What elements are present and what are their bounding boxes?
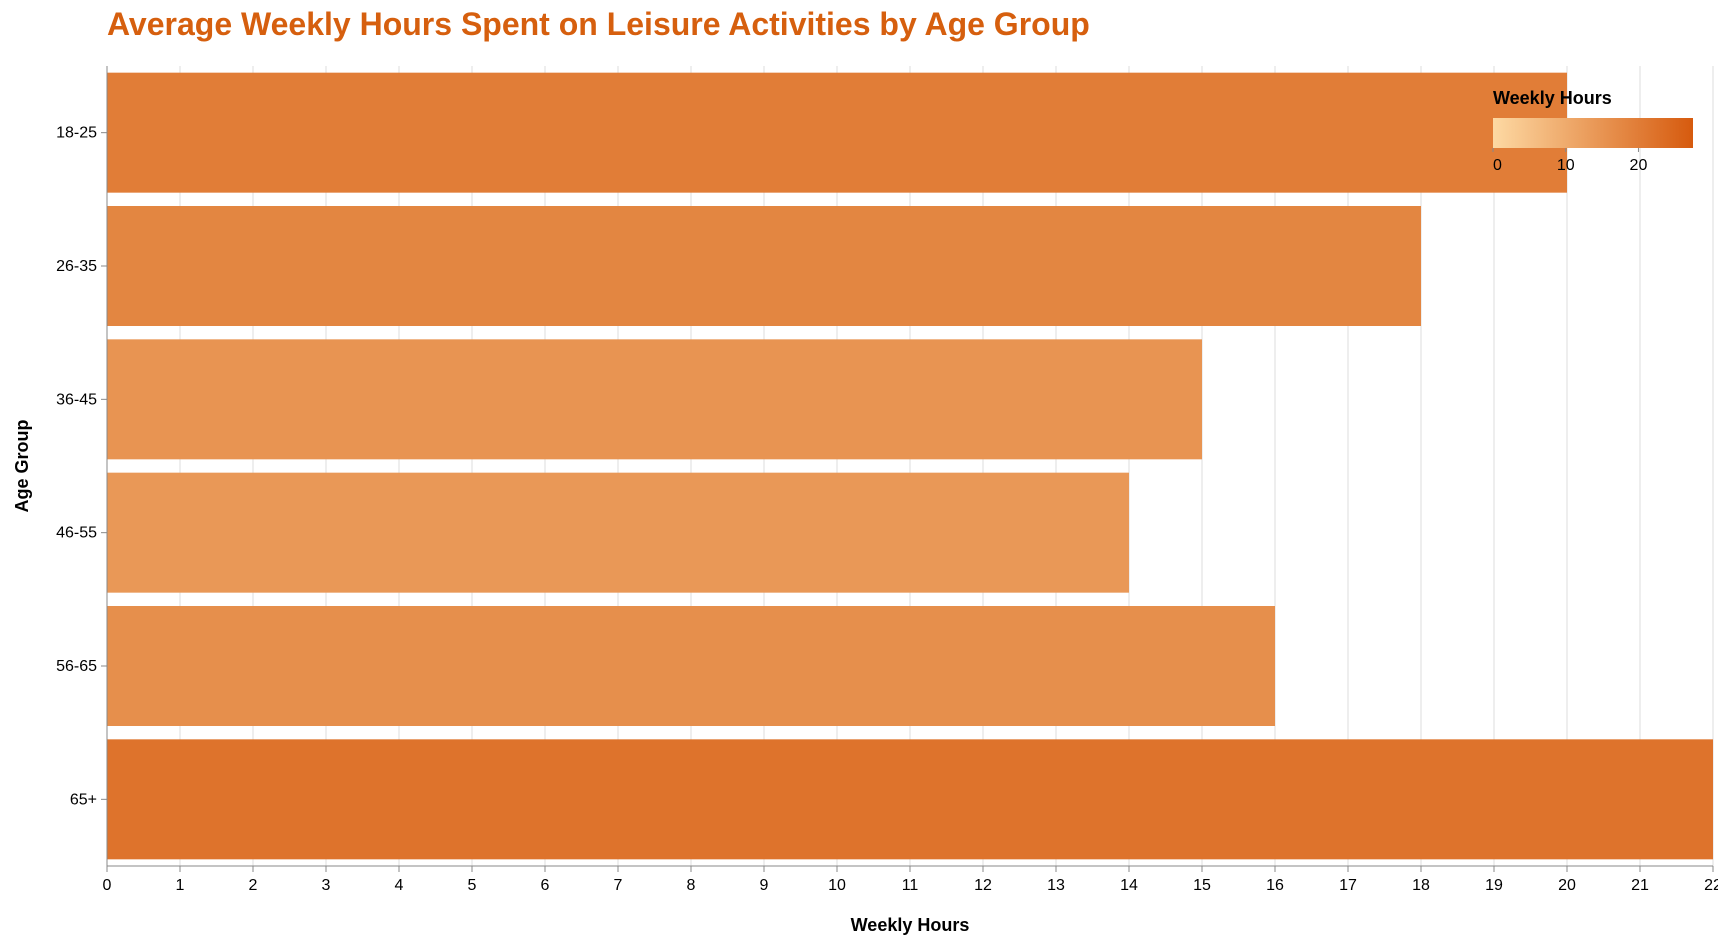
y-tick-label: 56-65: [56, 658, 97, 675]
y-tick-label: 65+: [70, 791, 97, 808]
bar-56-65: [107, 606, 1275, 726]
bar-46-55: [107, 472, 1129, 593]
x-tick-label: 14: [1120, 877, 1138, 894]
x-tick-label: 2: [249, 877, 258, 894]
y-tick-label: 46-55: [56, 525, 97, 542]
bar-18-25: [107, 72, 1567, 193]
x-tick-label: 19: [1485, 877, 1503, 894]
x-tick-label: 16: [1266, 877, 1284, 894]
x-tick-label: 3: [322, 877, 331, 894]
x-tick-label: 5: [468, 877, 477, 894]
x-tick-label: 18: [1412, 877, 1430, 894]
legend-tick-label: 10: [1557, 157, 1575, 174]
bar-65+: [107, 739, 1713, 860]
x-tick-label: 17: [1339, 877, 1357, 894]
x-tick-label: 12: [974, 877, 992, 894]
y-axis-title: Age Group: [12, 419, 32, 512]
x-tick-label: 6: [541, 877, 550, 894]
x-tick-label: 11: [902, 877, 919, 894]
legend: Weekly Hours 0 10 20: [1492, 88, 1693, 174]
x-tick-label: 21: [1631, 877, 1649, 894]
x-tick-label: 10: [828, 877, 846, 894]
x-axis-title: Weekly Hours: [851, 915, 970, 935]
x-tick-label: 13: [1047, 877, 1065, 894]
axes: 0 1 2 3 4 5 6 7 8 9 10 11 12 13 14 15 16 17 18 19 20 21 2218-2…: [56, 66, 1718, 894]
legend-gradient-ramp: [1493, 118, 1693, 148]
legend-tick-label: 0: [1493, 157, 1502, 174]
x-tick-label: 0: [103, 877, 112, 894]
x-tick-label: 1: [176, 877, 185, 894]
bars: [107, 72, 1713, 860]
x-tick-label: 8: [687, 877, 696, 894]
chart-title: Average Weekly Hours Spent on Leisure Ac…: [107, 6, 1090, 42]
y-tick-label: 26-35: [56, 258, 97, 275]
bar-26-35: [107, 206, 1421, 326]
x-tick-label: 22: [1704, 877, 1718, 894]
x-tick-label: 15: [1193, 877, 1211, 894]
x-tick-label: 7: [614, 877, 623, 894]
y-tick-label: 18-25: [56, 125, 97, 142]
x-tick-label: 9: [760, 877, 769, 894]
bar-36-45: [107, 339, 1202, 460]
legend-title: Weekly Hours: [1493, 88, 1612, 108]
grid-lines: [106, 66, 1714, 866]
y-tick-label: 36-45: [56, 391, 97, 408]
legend-tick-label: 20: [1630, 157, 1648, 174]
x-tick-label: 20: [1558, 877, 1576, 894]
x-tick-label: 4: [395, 877, 404, 894]
